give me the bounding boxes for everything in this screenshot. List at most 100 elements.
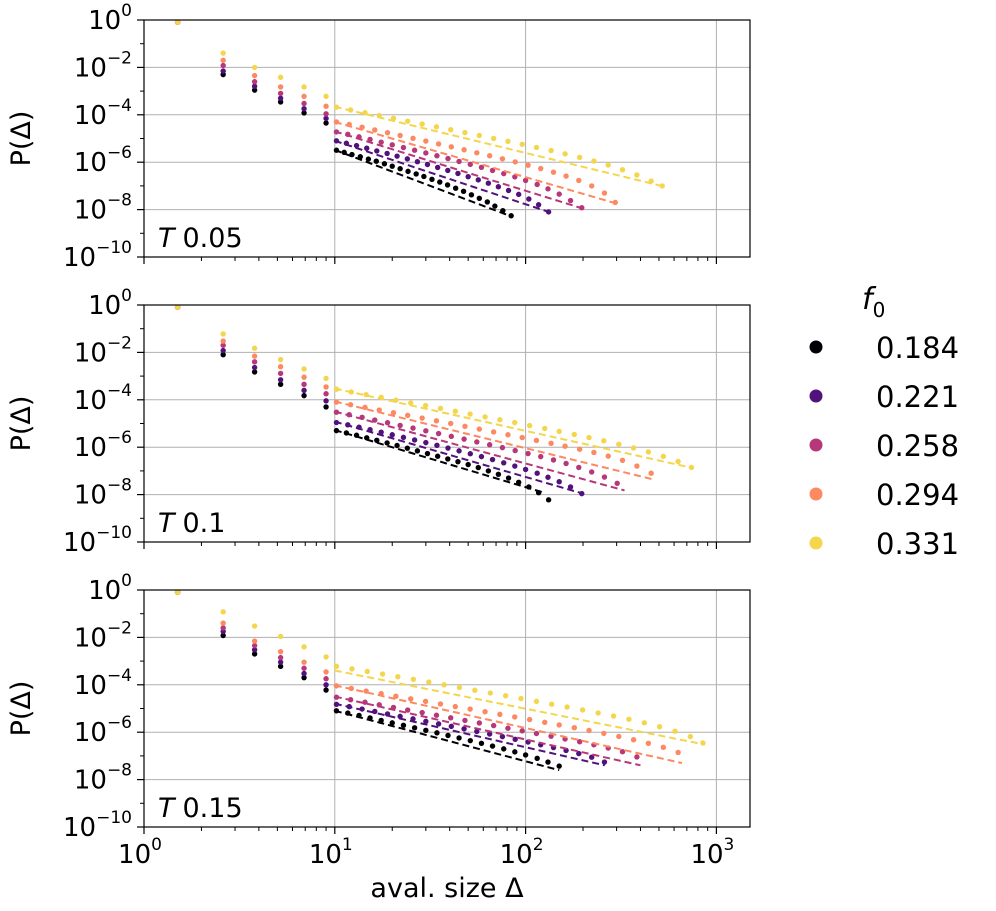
- data-point: [588, 754, 595, 760]
- data-point: [277, 377, 284, 383]
- legend-entry: 0.294: [809, 478, 959, 512]
- data-point: [423, 727, 429, 734]
- y-tick-label: 100: [88, 571, 132, 606]
- data-point: [411, 437, 418, 443]
- data-point: [533, 698, 540, 705]
- legend-entry: 0.331: [809, 527, 959, 561]
- data-point: [645, 740, 652, 747]
- data-point: [376, 702, 382, 708]
- data-point: [591, 449, 597, 456]
- data-point: [323, 384, 329, 390]
- data-point: [455, 170, 461, 177]
- data-point: [333, 147, 340, 153]
- data-point: [634, 463, 640, 469]
- data-point: [601, 190, 608, 196]
- data-point: [475, 177, 481, 183]
- data-point: [490, 135, 497, 142]
- data-point: [489, 167, 496, 174]
- data-point: [220, 632, 226, 639]
- legend: f0 0.184 0.221 0.258 0.294 0.331: [809, 282, 959, 561]
- data-point: [526, 422, 533, 429]
- data-point: [556, 763, 562, 769]
- series-0.331: [174, 304, 695, 471]
- data-point: [478, 453, 485, 460]
- data-point: [220, 342, 226, 348]
- series-0.258: [174, 19, 585, 211]
- data-point: [411, 147, 418, 153]
- data-point: [461, 726, 467, 732]
- data-point: [424, 161, 431, 168]
- fit-line: [334, 684, 683, 765]
- data-point: [378, 690, 384, 697]
- panel-1: 100 10−2 10−4 10−6 10−8 10−10 P(Δ) T 0.05: [6, 1, 751, 273]
- series-0.258: [174, 304, 625, 492]
- legend-marker: [809, 389, 823, 403]
- data-point: [502, 693, 509, 699]
- data-point: [437, 701, 444, 707]
- data-point: [452, 185, 459, 191]
- data-point: [251, 651, 258, 657]
- data-point: [251, 87, 258, 93]
- data-point: [512, 447, 518, 454]
- data-point: [333, 683, 340, 689]
- data-point: [515, 479, 522, 486]
- data-point: [323, 111, 329, 117]
- data-point: [641, 720, 648, 726]
- data-point: [519, 141, 525, 147]
- data-point: [323, 687, 329, 693]
- data-point: [405, 168, 411, 175]
- data-point: [424, 450, 431, 457]
- data-point: [277, 648, 284, 655]
- legend-entry: 0.221: [809, 380, 959, 414]
- data-point: [576, 750, 582, 757]
- data-point: [505, 475, 512, 481]
- data-point: [505, 432, 511, 438]
- data-point: [501, 746, 507, 752]
- data-point: [656, 724, 663, 730]
- data-point: [378, 429, 384, 435]
- data-point: [359, 706, 365, 712]
- data-point: [490, 722, 497, 729]
- data-point: [533, 730, 540, 737]
- data-point: [456, 735, 462, 741]
- y-tick-label: 10−6: [74, 428, 132, 463]
- data-point: [397, 422, 403, 429]
- data-point: [445, 445, 451, 451]
- data-point: [512, 714, 518, 720]
- data-point: [422, 698, 429, 705]
- data-point: [660, 744, 667, 751]
- data-point: [605, 162, 611, 168]
- data-point: [346, 703, 352, 710]
- data-point: [441, 682, 447, 688]
- y-axis-label: P(Δ): [6, 396, 37, 452]
- fit-line: [334, 429, 545, 494]
- data-point: [384, 440, 390, 446]
- data-point: [512, 463, 518, 469]
- data-point: [393, 397, 399, 403]
- data-point: [422, 402, 429, 409]
- data-point: [562, 151, 568, 157]
- data-point: [545, 474, 551, 480]
- data-point: [461, 436, 467, 442]
- data-point: [343, 140, 350, 146]
- legend-entry: 0.258: [809, 429, 959, 463]
- data-point: [301, 665, 307, 671]
- data-point: [588, 469, 595, 475]
- y-axis-label: P(Δ): [6, 111, 37, 167]
- data-point: [486, 153, 493, 159]
- plot-area: [144, 590, 750, 827]
- data-point: [333, 119, 340, 125]
- data-point: [394, 153, 400, 159]
- data-point: [220, 57, 226, 63]
- data-point: [333, 386, 340, 392]
- data-point: [626, 716, 632, 723]
- data-point: [595, 710, 601, 716]
- data-point: [251, 642, 258, 649]
- data-point: [374, 437, 380, 444]
- data-point: [484, 199, 491, 205]
- data-point: [601, 474, 608, 480]
- data-point: [400, 144, 407, 151]
- series-0.331: [174, 19, 665, 189]
- data-point: [567, 484, 574, 490]
- data-point: [434, 153, 440, 159]
